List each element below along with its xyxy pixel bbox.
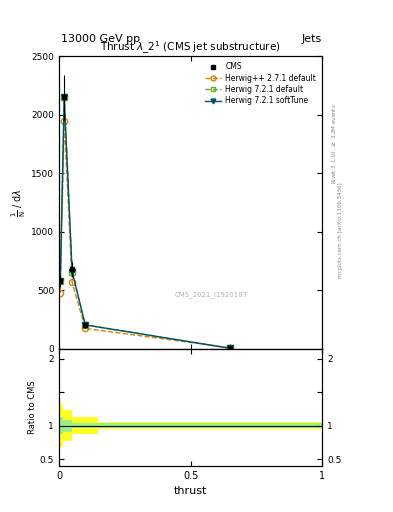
Text: mcplots.cern.ch [arXiv:1306.3436]: mcplots.cern.ch [arXiv:1306.3436] — [338, 183, 343, 278]
X-axis label: thrust: thrust — [174, 486, 207, 496]
Y-axis label: $\frac{1}{\mathrm{N}}$ / $\mathrm{d}\lambda$: $\frac{1}{\mathrm{N}}$ / $\mathrm{d}\lam… — [10, 188, 28, 217]
Text: 13000 GeV pp: 13000 GeV pp — [61, 33, 140, 44]
Text: CMS_2021_I1920187: CMS_2021_I1920187 — [175, 291, 248, 298]
Text: Rivet 3.1.10, $\geq$ 3.2M events: Rivet 3.1.10, $\geq$ 3.2M events — [330, 103, 338, 184]
Title: Thrust $\lambda\_2^1$ (CMS jet substructure): Thrust $\lambda\_2^1$ (CMS jet substruct… — [100, 40, 281, 56]
Text: Jets: Jets — [302, 33, 322, 44]
Legend: CMS, Herwig++ 2.7.1 default, Herwig 7.2.1 default, Herwig 7.2.1 softTune: CMS, Herwig++ 2.7.1 default, Herwig 7.2.… — [202, 60, 318, 108]
Y-axis label: Ratio to CMS: Ratio to CMS — [28, 380, 37, 434]
